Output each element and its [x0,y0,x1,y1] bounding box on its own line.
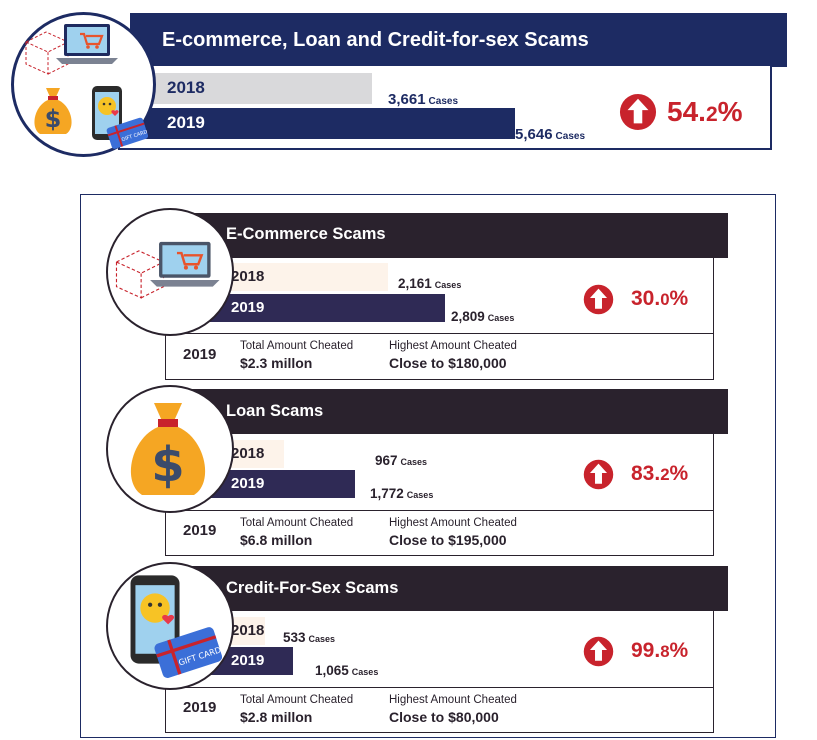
credit-label-2018: 2018 [231,622,265,639]
laptop-cart-icon [115,241,220,299]
loan-percent: 83.2% [631,462,689,485]
ecommerce-bar-2019 [200,294,445,322]
ecommerce-info-year: 2019 [183,346,217,363]
credit-value-2018: 533 Cases [283,630,336,645]
ecommerce-divider [165,333,714,334]
loan-label-2019: 2019 [231,475,265,492]
loan-value-2018: 967 Cases [375,453,428,468]
loan-title: Loan Scams [226,402,324,420]
phone-emoji-icon: GIFT CARD [92,86,148,149]
svg-text:$: $ [45,105,62,133]
phone-gift-card-icon: GIFT CARD [130,575,222,678]
ecommerce-value-2018: 2,161 Cases [398,276,462,291]
up-arrow-icon [583,459,614,490]
credit-total-value: $2.8 millon [240,709,313,725]
up-arrow-icon [583,636,614,667]
bar-2019 [125,108,515,139]
credit-info-year: 2019 [183,699,217,716]
ecommerce-value-2019: 2,809 Cases [451,309,515,324]
value-label-2018: 3,661 Cases [388,91,459,108]
credit-title: Credit-For-Sex Scams [226,579,399,597]
credit-highest-value: Close to $80,000 [389,709,499,725]
credit-value-2019: 1,065 Cases [315,663,379,678]
loan-info-year: 2019 [183,522,217,539]
ecommerce-highest-label: Highest Amount Cheated [389,340,517,352]
up-arrow-icon [583,284,614,315]
ecommerce-title: E-Commerce Scams [226,225,386,243]
money-bag-icon: $ [34,88,72,134]
laptop-cart-icon [24,24,118,75]
ecommerce-total-value: $2.3 millon [240,355,313,371]
ecommerce-title-bar [160,213,728,258]
credit-divider [165,687,714,688]
ecommerce-highest-value: Close to $180,000 [389,355,507,371]
loan-label-2018: 2018 [231,445,265,462]
loan-total-value: $6.8 millon [240,532,313,548]
loan-highest-value: Close to $195,000 [389,532,507,548]
money-bag-icon: $ [130,403,206,495]
loan-bar-2018 [225,440,284,468]
ecommerce-bar-2018 [225,263,388,291]
detail-frame [80,194,776,738]
top-chart-title: E-commerce, Loan and Credit-for-sex Scam… [162,29,589,51]
top-title-bar [130,13,787,67]
credit-title-bar [160,566,728,611]
loan-title-bar [160,389,728,434]
loan-highest-label: Highest Amount Cheated [389,517,517,529]
ecommerce-percent: 30.0% [631,287,689,310]
gift-card-icon: GIFT CARD [106,117,148,149]
loan-total-label: Total Amount Cheated [240,517,354,529]
percent-change: 54.2% [667,96,743,127]
svg-text:$: $ [151,437,184,493]
category-label-2019: 2019 [167,113,205,132]
bar-2018 [125,73,372,104]
up-arrow-icon [619,93,657,131]
loan-value-2019: 1,772 Cases [370,486,434,501]
loan-divider [165,510,714,511]
credit-total-label: Total Amount Cheated [240,694,354,706]
ecommerce-total-label: Total Amount Cheated [240,340,354,352]
value-label-2019: 5,646 Cases [515,126,586,143]
ecommerce-label-2018: 2018 [231,268,265,285]
credit-percent: 99.8% [631,639,689,662]
credit-highest-label: Highest Amount Cheated [389,694,517,706]
ecommerce-label-2019: 2019 [231,299,265,316]
category-label-2018: 2018 [167,78,205,97]
credit-label-2019: 2019 [231,652,265,669]
